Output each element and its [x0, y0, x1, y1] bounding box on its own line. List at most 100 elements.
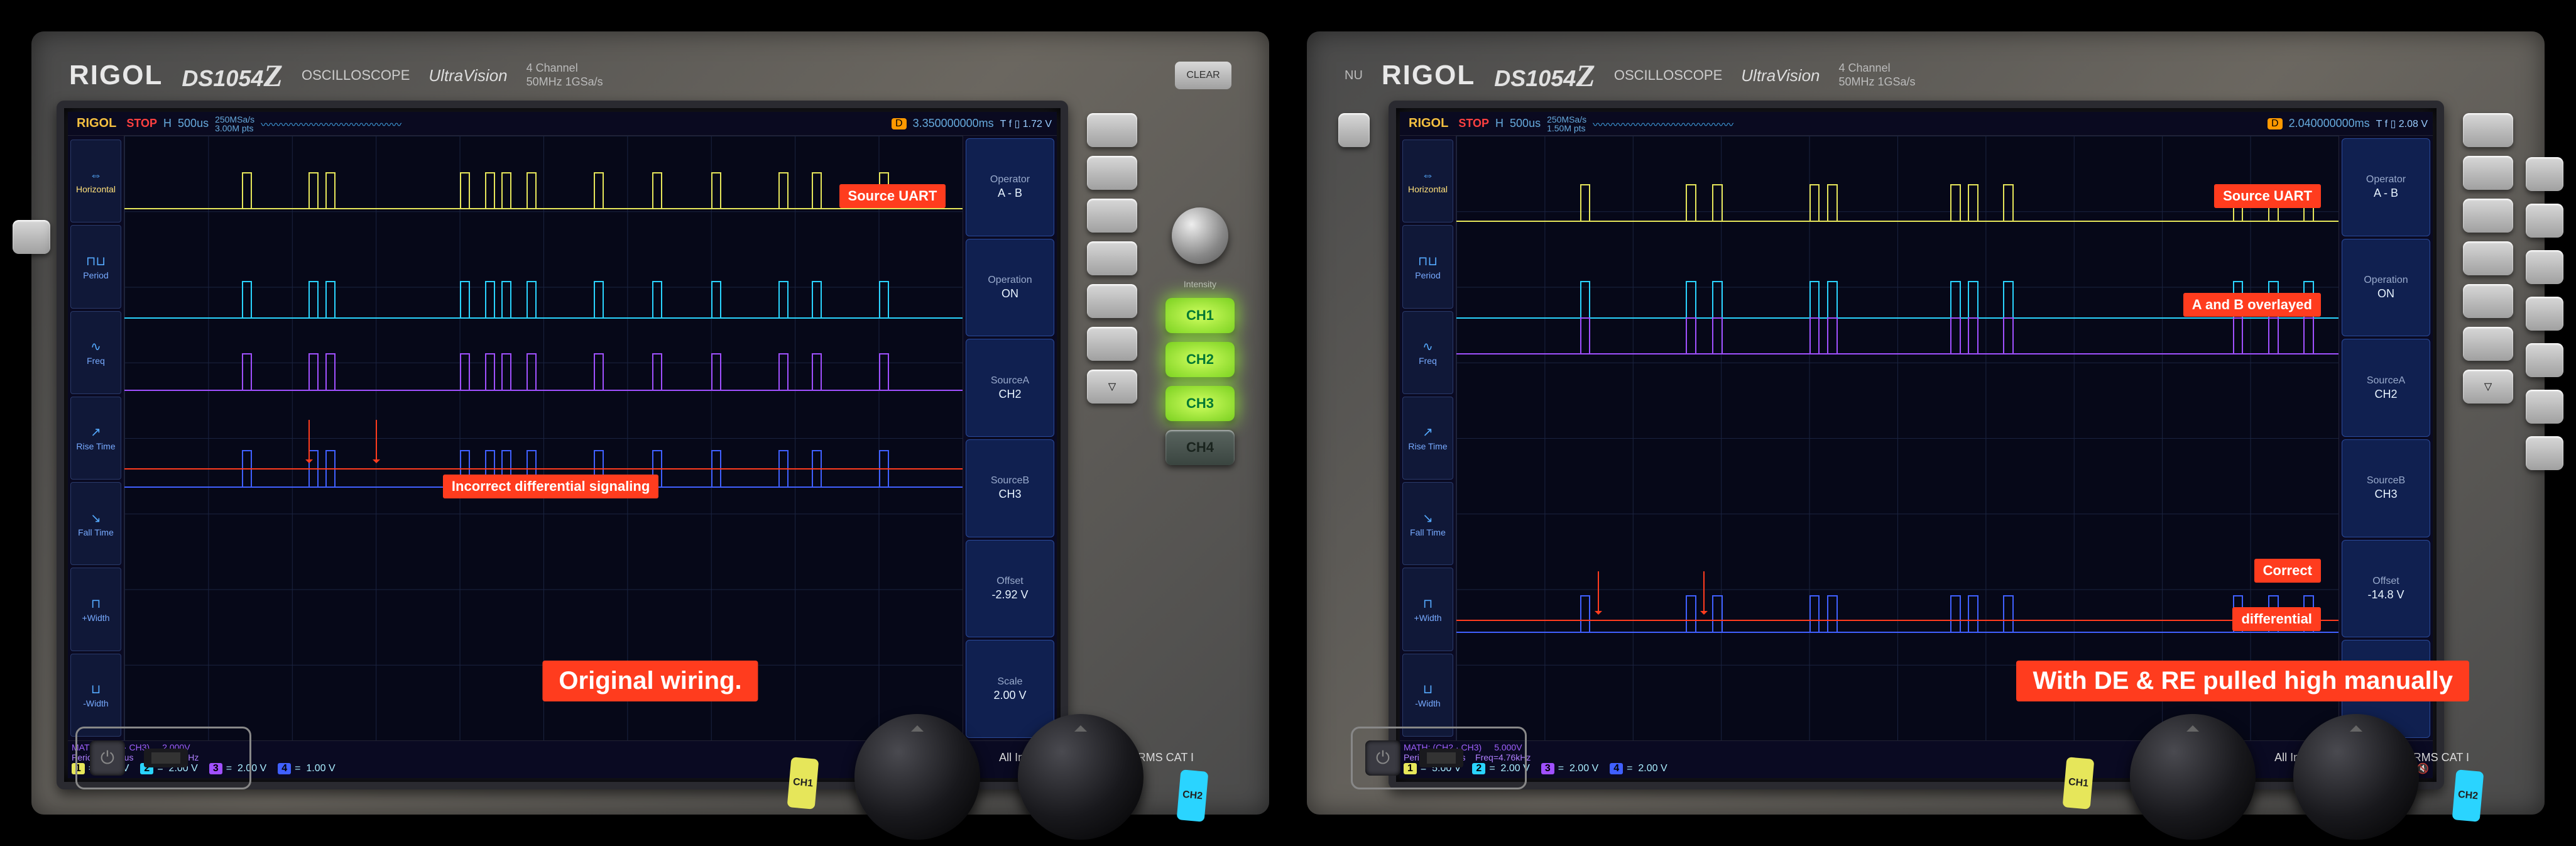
phys-button[interactable]	[2526, 390, 2563, 424]
power-button[interactable]: ⏻	[90, 740, 125, 776]
side-menu-item[interactable]: Offset-2.92 V	[966, 540, 1054, 638]
phys-button[interactable]	[2526, 297, 2563, 331]
softkey[interactable]	[2463, 199, 2513, 233]
softkey[interactable]	[1087, 284, 1137, 318]
tb-mode: H	[163, 117, 172, 130]
pulse	[485, 281, 495, 317]
softkey[interactable]	[1087, 241, 1137, 275]
softkey[interactable]	[2463, 284, 2513, 318]
measure-icon-+width[interactable]: ⊓+Width	[70, 568, 121, 651]
measure-icon-period[interactable]: ⊓⊔Period	[1402, 225, 1453, 308]
pulse	[527, 172, 537, 209]
measure-icon-period[interactable]: ⊓⊔Period	[70, 225, 121, 308]
phys-button[interactable]	[13, 220, 50, 254]
pulse	[2233, 317, 2244, 354]
softkey-down[interactable]: ▽	[2463, 370, 2513, 404]
softkey[interactable]	[2463, 327, 2513, 361]
pulse	[501, 172, 511, 209]
usb-port[interactable]	[1419, 749, 1463, 767]
softkey-column: ▽	[1081, 101, 1143, 789]
intensity-knob[interactable]	[1172, 207, 1228, 264]
softkey[interactable]	[1087, 199, 1137, 233]
pulse	[1809, 595, 1820, 632]
pulse	[1968, 281, 1978, 317]
softkey[interactable]	[1087, 327, 1137, 361]
trace-ch3	[1456, 353, 2339, 354]
side-menu-item[interactable]: Scale2.00 V	[966, 640, 1054, 738]
softkey-down[interactable]: ▽	[1087, 370, 1137, 404]
timebase: 500us	[178, 117, 209, 130]
arrow-down-icon	[376, 420, 377, 462]
measure-icon-+width[interactable]: ⊓+Width	[1402, 568, 1453, 651]
measure-icon-freq[interactable]: ∿Freq	[1402, 311, 1453, 394]
ch4-button[interactable]: CH4	[1165, 430, 1235, 465]
phys-button[interactable]	[1338, 113, 1370, 147]
measure-icon-rise-time[interactable]: ↗Rise Time	[70, 397, 121, 480]
phys-button[interactable]	[2526, 204, 2563, 238]
measure-icon-horizontal[interactable]: ⇔Horizontal	[1402, 140, 1453, 222]
softkey[interactable]	[2463, 113, 2513, 147]
pulse	[1950, 281, 1961, 317]
ch2-button[interactable]: CH2	[1165, 342, 1235, 377]
trace-ch1	[1456, 221, 2339, 222]
pulse	[527, 281, 537, 317]
side-menu-item[interactable]: OperatorA - B	[2342, 138, 2430, 236]
softkey[interactable]	[1087, 113, 1137, 147]
measure-icons: ⇔Horizontal⊓⊔Period∿Freq↗Rise Time↘Fall …	[1400, 136, 1456, 740]
side-menu-item[interactable]: SourceBCH3	[2342, 439, 2430, 537]
run-state: STOP	[1458, 117, 1489, 130]
trace-ch1	[124, 208, 963, 209]
sample-rate: 250MSa/s 3.00M pts	[215, 115, 254, 133]
channel-row: 1= 5.00 V2= 2.00 V3= 2.00 V4= 2.00 V🔇	[1404, 762, 2429, 775]
annot-overlay: A and B overlayed	[2183, 293, 2321, 317]
side-menu-item[interactable]: SourceACH2	[2342, 339, 2430, 437]
tb-mode: H	[1495, 117, 1504, 130]
pulse	[2003, 317, 2014, 354]
measure-icon-freq[interactable]: ∿Freq	[70, 311, 121, 394]
pulse	[1827, 184, 1838, 221]
measure-icon-fall-time[interactable]: ↘Fall Time	[1402, 482, 1453, 565]
pulse	[485, 172, 495, 209]
pulse	[1686, 317, 1696, 354]
side-menu-item[interactable]: OperatorA - B	[966, 138, 1054, 236]
pulse	[2003, 184, 2014, 221]
side-menu-item[interactable]: OperationON	[966, 239, 1054, 337]
measure-icon-fall-time[interactable]: ↘Fall Time	[70, 482, 121, 565]
ch1-tab: CH1	[2063, 757, 2095, 810]
softkey[interactable]	[2463, 156, 2513, 190]
ch1-button[interactable]: CH1	[1165, 298, 1235, 333]
caption: Original wiring.	[542, 661, 758, 701]
phys-button[interactable]	[2526, 436, 2563, 470]
pulse	[652, 172, 662, 209]
usb-port[interactable]	[144, 749, 188, 767]
clear-button[interactable]: CLEAR	[1175, 62, 1231, 89]
side-menu-item[interactable]: OperationON	[2342, 239, 2430, 337]
pulse	[1712, 317, 1723, 354]
pulse	[1712, 595, 1723, 632]
softkey[interactable]	[1087, 156, 1137, 190]
measure-icon--width[interactable]: ⊔-Width	[1402, 654, 1453, 737]
phys-button[interactable]	[2526, 250, 2563, 284]
nav-wave-icon: 〰〰〰〰〰〰〰〰〰〰〰〰〰〰	[261, 116, 885, 131]
offset-knob[interactable]	[854, 714, 980, 840]
ch3-button[interactable]: CH3	[1165, 386, 1235, 421]
offset-knob[interactable]	[2130, 714, 2256, 840]
measure-icon-rise-time[interactable]: ↗Rise Time	[1402, 397, 1453, 480]
side-menu-item[interactable]: SourceBCH3	[966, 439, 1054, 537]
phys-button[interactable]	[2526, 343, 2563, 377]
side-menu-item[interactable]: Offset-14.8 V	[2342, 540, 2430, 638]
pulse	[879, 353, 889, 390]
side-menu-item[interactable]: SourceACH2	[966, 339, 1054, 437]
softkey[interactable]	[2463, 241, 2513, 275]
scale-knob[interactable]	[1018, 714, 1143, 840]
pulse	[812, 353, 822, 390]
trigger-readout: T f ▯ 2.08 V	[2376, 118, 2428, 130]
pulse	[242, 353, 252, 390]
scale-knob[interactable]	[2293, 714, 2419, 840]
measure-icon-horizontal[interactable]: ⇔Horizontal	[70, 140, 121, 222]
ch-readout: 4= 1.00 V	[278, 763, 335, 774]
phys-button[interactable]	[2526, 157, 2563, 191]
right-phys-buttons	[2526, 157, 2563, 470]
measure-icon--width[interactable]: ⊔-Width	[70, 654, 121, 737]
power-button[interactable]: ⏻	[1365, 740, 1400, 776]
